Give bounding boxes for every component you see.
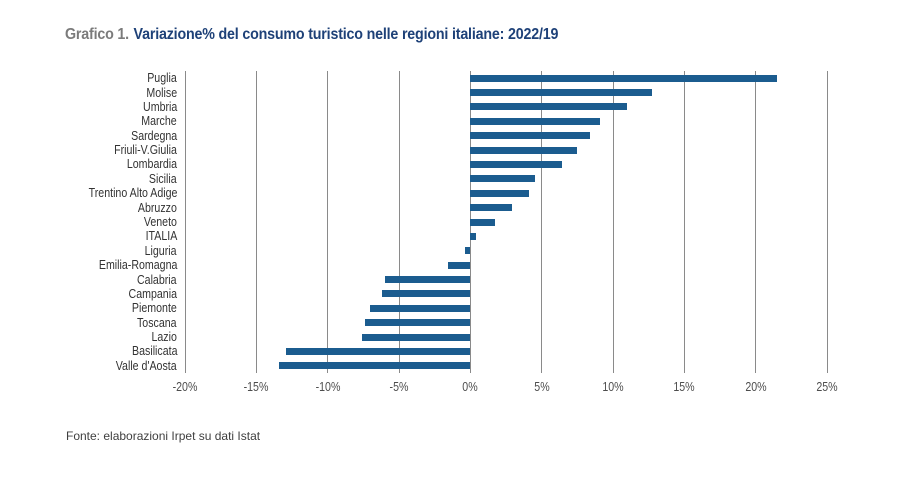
- y-label-friuli-v-giulia: Friuli-V.Giulia: [114, 143, 177, 158]
- bar-trentino-alto-adige: [470, 189, 529, 197]
- x-tick-label: 0%: [462, 380, 479, 394]
- bar-piemonte: [370, 304, 471, 312]
- bar-veneto: [470, 218, 495, 226]
- bar-abruzzo: [470, 204, 512, 212]
- y-label-sardegna: Sardegna: [130, 128, 177, 143]
- bar-toscana: [364, 319, 471, 327]
- y-label-lombardia: Lombardia: [126, 157, 177, 172]
- bar-basilicata: [286, 347, 471, 355]
- x-tick-label: -20%: [172, 380, 198, 394]
- y-label-lazio: Lazio: [151, 330, 177, 345]
- bar-sardegna: [470, 132, 591, 140]
- bar-molise: [470, 89, 652, 97]
- gridline--10%: [327, 71, 329, 373]
- gridline-5%: [541, 71, 543, 373]
- bar-marche: [470, 117, 601, 125]
- x-tick-label: 25%: [816, 380, 838, 394]
- bar-italia: [470, 232, 477, 240]
- gridline-10%: [612, 71, 614, 373]
- y-label-emilia-romagna: Emilia-Romagna: [98, 258, 177, 273]
- gridline--15%: [255, 71, 257, 373]
- bar-lazio: [361, 333, 471, 341]
- gridline-15%: [683, 71, 685, 373]
- y-axis-labels: Puglia Molise Umbria Marche Sardegna Friuli-V…: [0, 71, 180, 373]
- bar-chart-plot-area: [184, 71, 828, 373]
- bar-umbria: [470, 103, 628, 111]
- x-tick-label: 5%: [533, 380, 550, 394]
- gridline--5%: [398, 71, 400, 373]
- bar-sicilia: [470, 175, 535, 183]
- y-label-italia: ITALIA: [145, 229, 177, 244]
- x-tick-label: -5%: [389, 380, 409, 394]
- y-label-calabria: Calabria: [137, 272, 177, 287]
- x-axis-labels: -20% -15% -10% -5% 0% 5% 10% 15% 20% 25%: [173, 380, 838, 396]
- bar-liguria: [464, 247, 471, 255]
- y-label-veneto: Veneto: [143, 215, 177, 229]
- y-label-valle-d-aosta: Valle d'Aosta: [116, 358, 177, 373]
- bar-calabria: [384, 276, 471, 284]
- y-label-piemonte: Piemonte: [132, 301, 177, 316]
- x-tick-label: 15%: [673, 380, 695, 394]
- y-label-abruzzo: Abruzzo: [138, 200, 177, 215]
- chart-title-text: Variazione% del consumo turistico nelle …: [133, 26, 559, 43]
- x-tick-label: 20%: [745, 380, 767, 394]
- x-tick-label: -15%: [243, 380, 269, 394]
- y-label-sicilia: Sicilia: [149, 171, 177, 186]
- chart-title-prefix: Grafico 1.: [65, 26, 129, 43]
- y-label-toscana: Toscana: [137, 315, 177, 330]
- y-label-molise: Molise: [146, 85, 177, 100]
- gridline-20%: [755, 71, 757, 373]
- x-tick-label: -10%: [315, 380, 341, 394]
- y-label-umbria: Umbria: [142, 99, 177, 114]
- bar-lombardia: [470, 160, 562, 168]
- bar-valle-d-aosta: [279, 362, 471, 370]
- gridline--20%: [184, 71, 186, 373]
- source-note: Fonte: elaborazioni Irpet su dati Istat: [66, 429, 261, 443]
- chart-title: Grafico 1. Variazione% del consumo turist…: [65, 26, 558, 44]
- gridline-25%: [826, 71, 828, 373]
- x-tick-label: 10%: [602, 380, 624, 394]
- bar-emilia-romagna: [447, 261, 471, 269]
- bar-friuli-v-giulia: [470, 146, 578, 154]
- y-label-trentino-alto-adige: Trentino Alto Adige: [88, 186, 177, 201]
- y-label-puglia: Puglia: [147, 71, 177, 86]
- y-label-marche: Marche: [141, 114, 177, 129]
- y-label-campania: Campania: [128, 286, 177, 301]
- y-label-liguria: Liguria: [145, 243, 177, 258]
- bar-puglia: [470, 74, 778, 82]
- y-label-basilicata: Basilicata: [131, 344, 177, 359]
- bar-campania: [381, 290, 471, 298]
